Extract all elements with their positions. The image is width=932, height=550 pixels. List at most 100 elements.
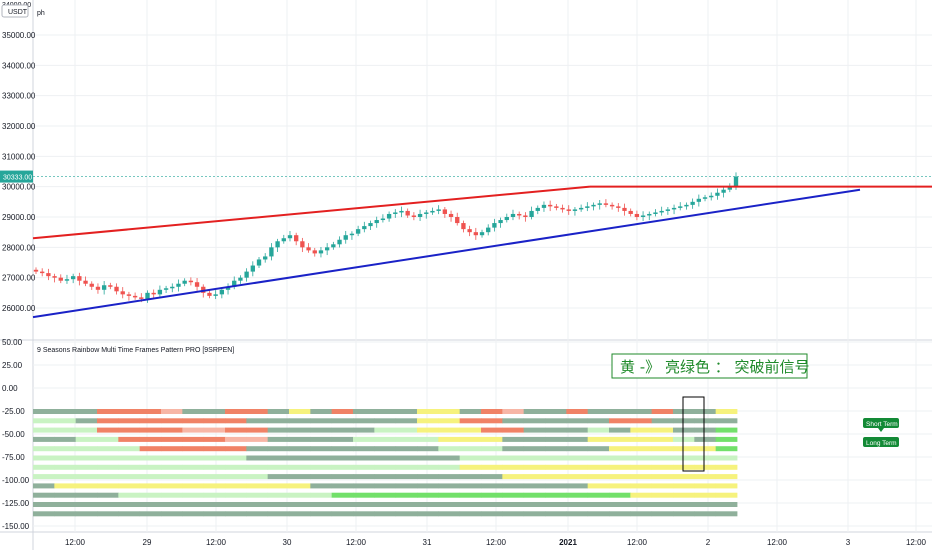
candle-body xyxy=(424,212,429,214)
candle-body xyxy=(448,213,454,217)
candle-body xyxy=(232,280,237,287)
candle-body xyxy=(331,244,336,248)
indicator-title[interactable]: 9 Seasons Rainbow Multi Time Frames Patt… xyxy=(37,347,234,354)
rainbow-cell xyxy=(481,511,503,517)
rainbow-cell xyxy=(545,511,567,517)
rainbow-cell xyxy=(75,474,98,480)
rainbow-cell xyxy=(246,483,269,489)
rainbow-cell xyxy=(502,436,525,442)
candle-body xyxy=(213,294,218,296)
candle-body xyxy=(616,206,621,208)
rainbow-cell xyxy=(417,409,439,414)
rainbow-cell xyxy=(566,436,589,442)
price-axis: 35000.00 34000.00 33000.00 32000.00 31000.00… xyxy=(2,31,36,313)
candle-body xyxy=(560,207,565,210)
rainbow-cell xyxy=(267,427,290,433)
quote-currency-badge[interactable] xyxy=(1,4,29,18)
rainbow-cell xyxy=(139,418,162,424)
candle-body xyxy=(733,176,739,187)
rainbow-cell xyxy=(459,511,482,517)
rainbow-cell xyxy=(118,483,141,489)
time-tick-label: 12:00 xyxy=(206,538,227,547)
rainbow-cell xyxy=(481,464,503,470)
rainbow-cell xyxy=(715,483,738,489)
rainbow-cell xyxy=(139,446,162,452)
candle-body xyxy=(281,238,286,242)
current-price-label: 30333.00 xyxy=(3,175,32,182)
trendline[interactable] xyxy=(32,185,591,240)
rainbow-cell xyxy=(289,464,311,470)
rainbow-cell xyxy=(651,474,674,480)
rainbow-cell xyxy=(353,455,375,461)
rainbow-cell xyxy=(54,474,77,480)
trendline[interactable] xyxy=(32,188,861,319)
rainbow-cell xyxy=(225,409,247,414)
rainbow-cell xyxy=(97,511,119,517)
rainbow-cell xyxy=(310,474,333,480)
candle-body xyxy=(126,294,132,296)
rainbow-cell xyxy=(481,427,503,433)
rainbow-cell xyxy=(438,436,461,442)
time-tick-label: 12:00 xyxy=(627,538,648,547)
rainbow-cell xyxy=(289,474,311,480)
rainbow-cell xyxy=(161,511,183,517)
trendlines[interactable] xyxy=(32,185,932,319)
rainbow-cell xyxy=(630,502,653,507)
rainbow-cell xyxy=(225,474,247,480)
rainbow-cell xyxy=(694,446,717,452)
rainbow-cell xyxy=(246,455,269,461)
rainbow-cell xyxy=(118,409,141,414)
rainbow-cell xyxy=(609,474,631,480)
price-tick-label: 32000.00 xyxy=(2,122,36,131)
rainbow-cell xyxy=(715,464,738,470)
rainbow-cell xyxy=(502,474,525,480)
time-tick-label: 12:00 xyxy=(65,538,86,547)
rainbow-cell xyxy=(395,483,418,489)
candle-body xyxy=(250,265,255,272)
quote-currency-label: USDT xyxy=(8,9,28,16)
rainbow-cell xyxy=(374,464,397,470)
candle-body xyxy=(355,229,361,234)
rainbow-cell xyxy=(609,436,631,442)
rainbow-cell xyxy=(609,409,631,414)
time-tick-label: 2 xyxy=(706,538,711,547)
rainbow-cell xyxy=(203,446,226,452)
rainbow-cell xyxy=(310,409,333,414)
rainbow-cell xyxy=(630,427,653,433)
short-term-label: Short Term xyxy=(866,421,898,428)
rainbow-cell xyxy=(225,492,247,498)
candle-body xyxy=(622,207,627,211)
time-axis[interactable]: 12:00 29 12:00 30 12:00 31 12:00 2021 12:00 2 12:0… xyxy=(65,538,927,547)
indicator-tick-label: -50.00 xyxy=(2,430,25,439)
rainbow-cell xyxy=(54,464,77,470)
rainbow-cell xyxy=(289,511,311,517)
rainbow-cell xyxy=(225,418,247,424)
rainbow-cell xyxy=(161,502,183,507)
rainbow-cell xyxy=(630,464,653,470)
candle-body xyxy=(238,277,243,281)
rainbow-cell xyxy=(651,455,674,461)
candle-body xyxy=(52,276,57,278)
time-tick-label: 2021 xyxy=(559,538,577,547)
rainbow-cell xyxy=(310,502,333,507)
rainbow-cell xyxy=(331,511,354,517)
rainbow-cell xyxy=(481,492,503,498)
rainbow-cell xyxy=(353,483,375,489)
rainbow-cell xyxy=(673,436,695,442)
time-tick-label: 12:00 xyxy=(346,538,367,547)
short-term-legend xyxy=(863,418,899,428)
rainbow-cell xyxy=(694,409,717,414)
rainbow-cell xyxy=(331,446,354,452)
rainbow-cell xyxy=(673,502,695,507)
rainbow-cell xyxy=(651,418,674,424)
rainbow-cell xyxy=(438,483,461,489)
time-tick-label: 12:00 xyxy=(767,538,788,547)
candle-body xyxy=(244,271,249,278)
rainbow-cell xyxy=(139,502,162,507)
candle-body xyxy=(585,206,590,208)
rainbow-cell xyxy=(310,427,333,433)
long-term-legend xyxy=(863,437,899,447)
rainbow-cell xyxy=(182,474,205,480)
rainbow-cell xyxy=(75,483,98,489)
